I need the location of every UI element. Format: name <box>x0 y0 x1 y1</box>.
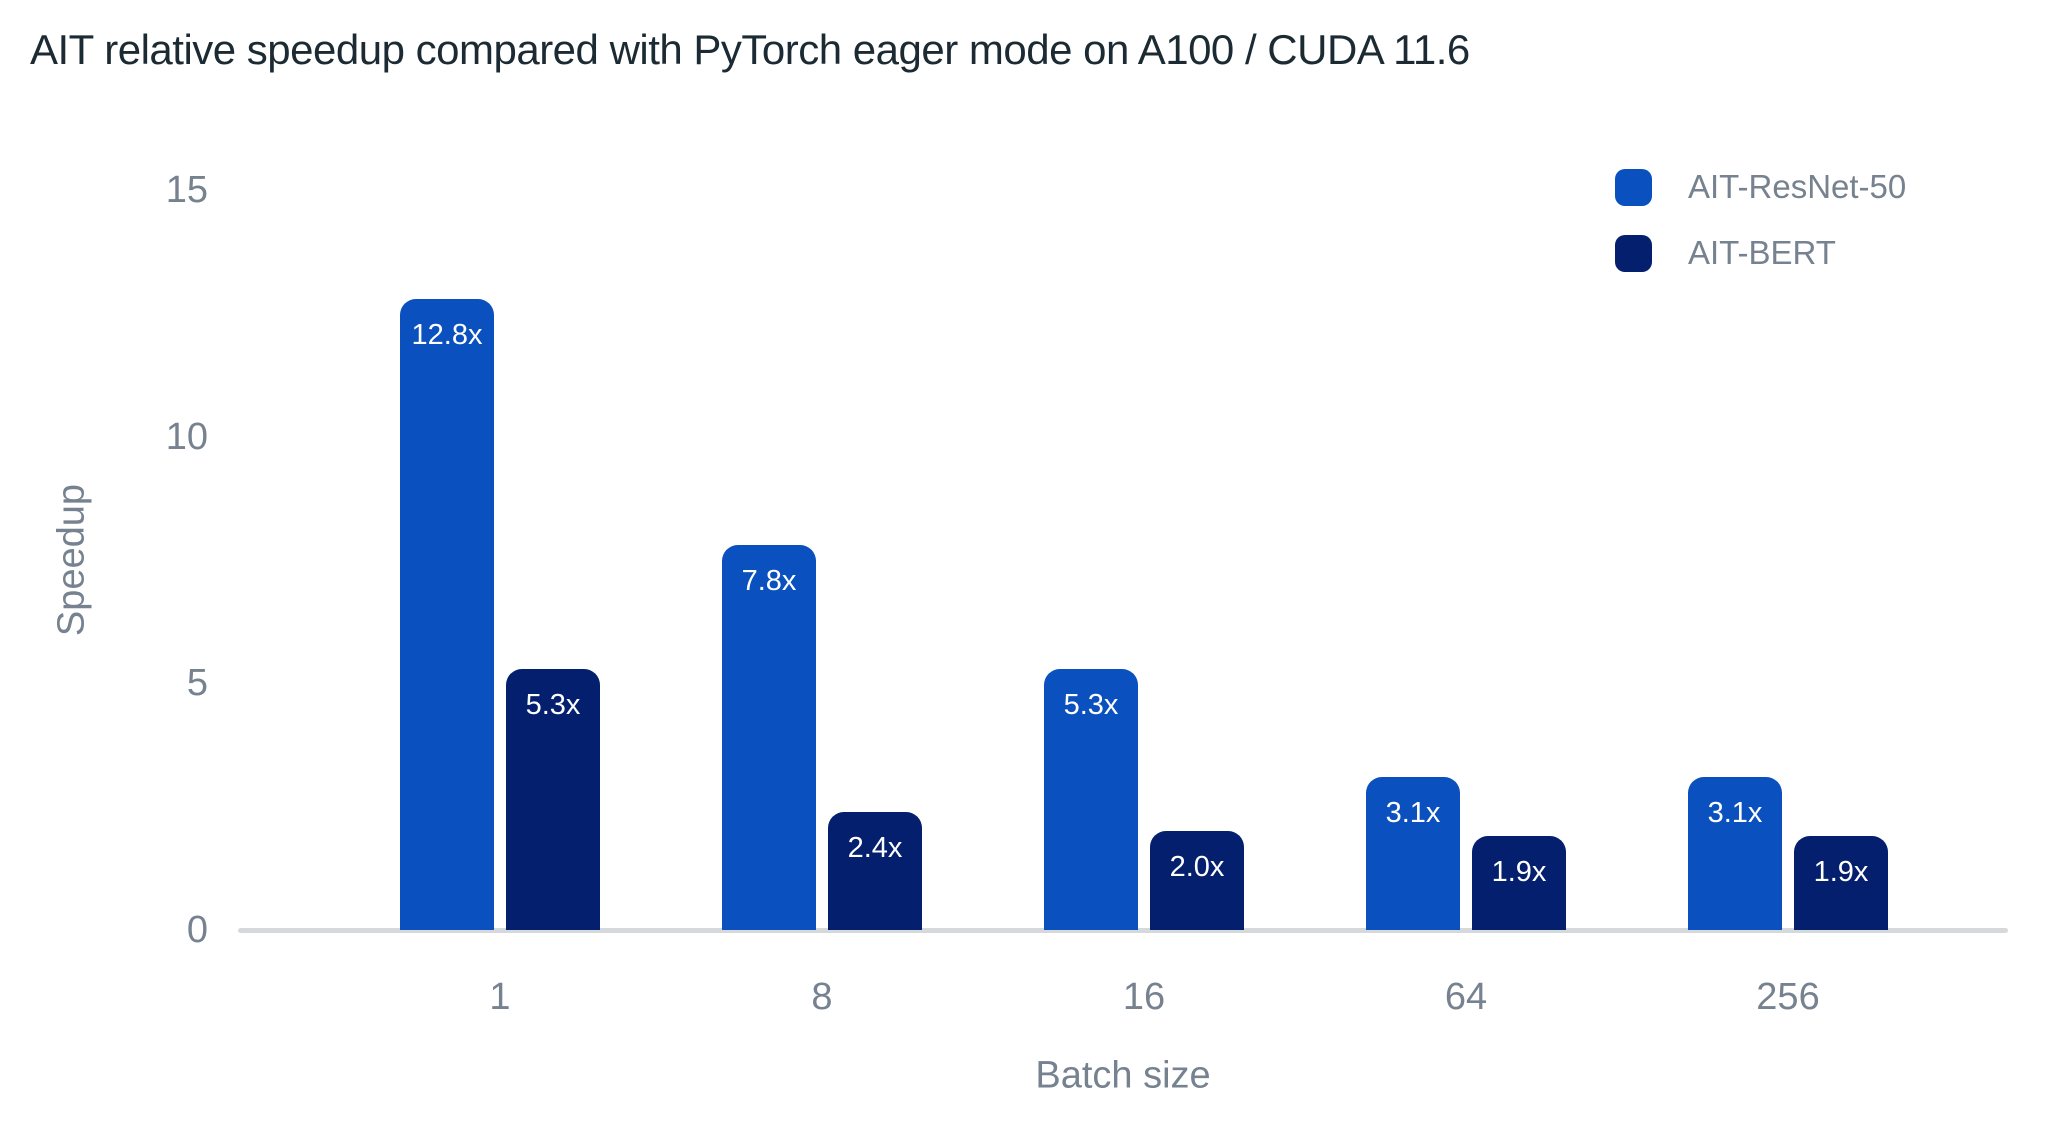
bar-ait-resnet-50-batch-1: 12.8x <box>400 298 494 930</box>
bar-value-label: 5.3x <box>1063 688 1119 721</box>
bar-value-label: 2.4x <box>847 831 903 864</box>
bar-value-label: 1.9x <box>1813 856 1869 889</box>
bar-value-label: 2.0x <box>1169 851 1225 884</box>
bar-ait-bert-batch-64: 1.9x <box>1472 836 1566 930</box>
bar-value-label: 7.8x <box>741 565 797 598</box>
legend-label: AIT-BERT <box>1688 234 1836 271</box>
legend-label: AIT-ResNet-50 <box>1688 168 1907 205</box>
x-tick-label-8: 8 <box>811 976 833 1018</box>
x-tick-label-16: 16 <box>1122 976 1166 1018</box>
bar-ait-resnet-50-batch-8: 7.8x <box>722 545 816 930</box>
legend-swatch-ait-resnet-50-icon <box>1615 168 1652 206</box>
x-axis-title: Batch size <box>1035 1054 1211 1097</box>
x-tick-label-1: 1 <box>489 976 511 1018</box>
bar-ait-bert-batch-8: 2.4x <box>828 811 922 930</box>
bar-ait-resnet-50-batch-256: 3.1x <box>1688 777 1782 930</box>
bar-ait-bert-batch-16: 2.0x <box>1150 831 1244 930</box>
bar-ait-bert-batch-256: 1.9x <box>1794 836 1888 930</box>
x-tick-label-64: 64 <box>1444 976 1488 1018</box>
bar-value-label: 1.9x <box>1491 856 1547 889</box>
x-axis-line <box>238 928 2008 933</box>
bar-ait-resnet-50-batch-16: 5.3x <box>1044 668 1138 930</box>
bar-value-label: 5.3x <box>525 688 581 721</box>
legend: AIT-ResNet-50 AIT-BERT <box>1615 168 1906 272</box>
bar-value-label: 3.1x <box>1385 797 1441 830</box>
bar-ait-resnet-50-batch-64: 3.1x <box>1366 777 1460 930</box>
legend-swatch-ait-bert-icon <box>1615 234 1652 272</box>
y-tick-label-10: 10 <box>165 415 208 458</box>
chart-title: AIT relative speedup compared with PyTor… <box>30 26 1470 73</box>
y-tick-label-15: 15 <box>165 169 208 211</box>
y-axis-title: Speedup <box>50 483 93 637</box>
x-tick-label-256: 256 <box>1756 976 1820 1018</box>
bar-value-label: 12.8x <box>411 318 483 351</box>
legend-item-ait-bert: AIT-BERT <box>1615 234 1906 272</box>
y-tick-label-0: 0 <box>186 909 208 951</box>
y-tick-label-5: 5 <box>186 662 208 705</box>
bar-ait-bert-batch-1: 5.3x <box>506 668 600 930</box>
legend-item-ait-resnet-50: AIT-ResNet-50 <box>1615 168 1906 206</box>
bar-value-label: 3.1x <box>1707 797 1763 830</box>
